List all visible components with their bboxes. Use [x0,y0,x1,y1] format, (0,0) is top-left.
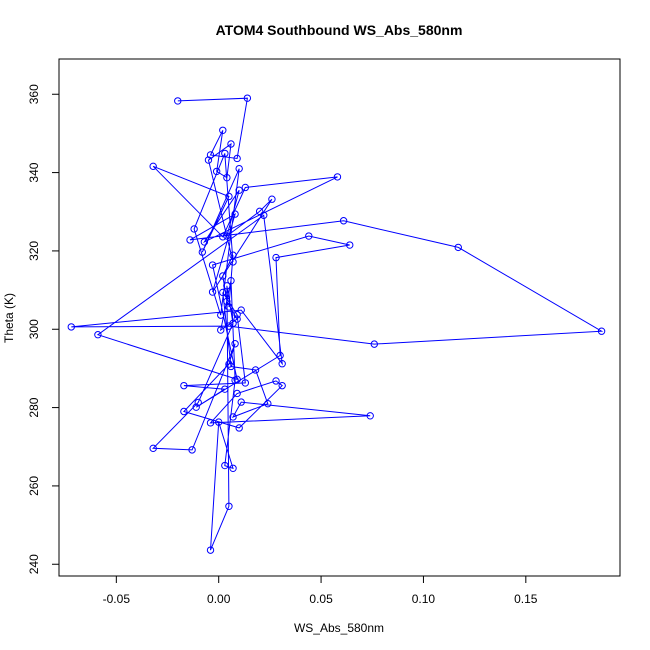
data-point [217,311,225,319]
data-point [217,326,225,334]
data-point [227,276,235,285]
data-point [237,398,245,406]
data-point [229,251,237,259]
y-tick-label: 260 [27,476,41,496]
data-point [278,360,286,368]
data-point [221,149,229,158]
data-point [190,225,198,233]
data-point [174,97,182,105]
x-tick-label: 0.10 [412,592,436,606]
data-point [149,162,157,171]
data-point [272,377,280,385]
x-axis: -0.05 0.00 0.05 0.10 0.15 [103,575,538,606]
y-tick-label: 340 [27,162,41,182]
data-point [233,315,241,323]
data-point [198,248,207,256]
data-point [204,156,213,164]
y-tick-label: 240 [27,554,41,574]
data-point [276,351,284,360]
data-point [241,379,250,387]
data-point [67,323,75,331]
plot-area-frame [58,58,621,577]
data-point [212,167,221,176]
data-point [188,446,196,454]
data-point [260,211,268,219]
data-point [231,210,239,218]
data-point [264,399,272,408]
data-point [219,288,227,297]
x-tick-label: 0.00 [207,592,231,606]
chart-title: ATOM4 Southbound WS_Abs_580nm [216,22,463,38]
data-point [229,464,237,472]
data-point [597,327,606,335]
data-point [227,140,235,148]
data-point [219,233,227,241]
data-point [221,461,229,470]
data-point [225,360,233,368]
y-tick-label: 320 [27,241,41,261]
data-point [221,385,229,393]
data-point [237,306,245,314]
data-point [241,183,250,192]
data-point [206,151,215,159]
data-point [180,407,188,416]
data-point [233,154,241,163]
data-point [223,232,231,240]
data-point [229,413,237,421]
data-point [180,381,188,390]
data-point [225,502,233,510]
data-point [305,232,313,240]
data-point [255,207,264,216]
data-point [243,94,252,102]
data-point [251,366,260,374]
y-axis-label: Theta (K) [2,293,16,343]
data-point [235,186,243,194]
data-point [235,164,243,173]
data-point [223,282,231,290]
data-point [194,398,202,407]
data-point [215,418,223,426]
data-point [186,236,194,244]
data-point [206,546,215,554]
data-point [225,303,233,311]
data-point [278,381,286,390]
data-point [454,243,462,252]
series-layer [67,94,606,554]
data-point [94,331,102,339]
y-tick-label: 300 [27,319,41,339]
data-point [231,340,239,348]
data-point [225,192,233,201]
data-point [229,319,237,328]
y-axis: 240 260 280 300 320 340 360 [27,84,60,574]
x-tick-label: -0.05 [103,592,131,606]
data-point [227,362,235,371]
y-tick-label: 360 [27,84,41,104]
data-point [370,340,379,348]
data-point [235,424,243,432]
data-point [223,173,231,182]
data-point [149,444,157,453]
x-tick-label: 0.15 [514,592,538,606]
data-point [200,238,209,246]
data-point [219,272,227,280]
y-tick-label: 280 [27,397,41,417]
data-point [346,241,354,249]
data-point [219,126,227,134]
data-point [208,288,217,296]
data-point [366,412,374,420]
data-point [206,419,215,427]
data-point [208,261,217,269]
data-point [272,253,280,262]
data-point [268,195,276,203]
data-point [233,389,241,398]
data-point [233,311,241,319]
data-point [192,403,200,411]
series-line [71,97,604,551]
data-point [333,173,342,181]
data-point [231,376,239,384]
data-point [339,217,348,225]
x-axis-label: WS_Abs_580nm [294,621,384,635]
x-tick-label: 0.05 [309,592,333,606]
